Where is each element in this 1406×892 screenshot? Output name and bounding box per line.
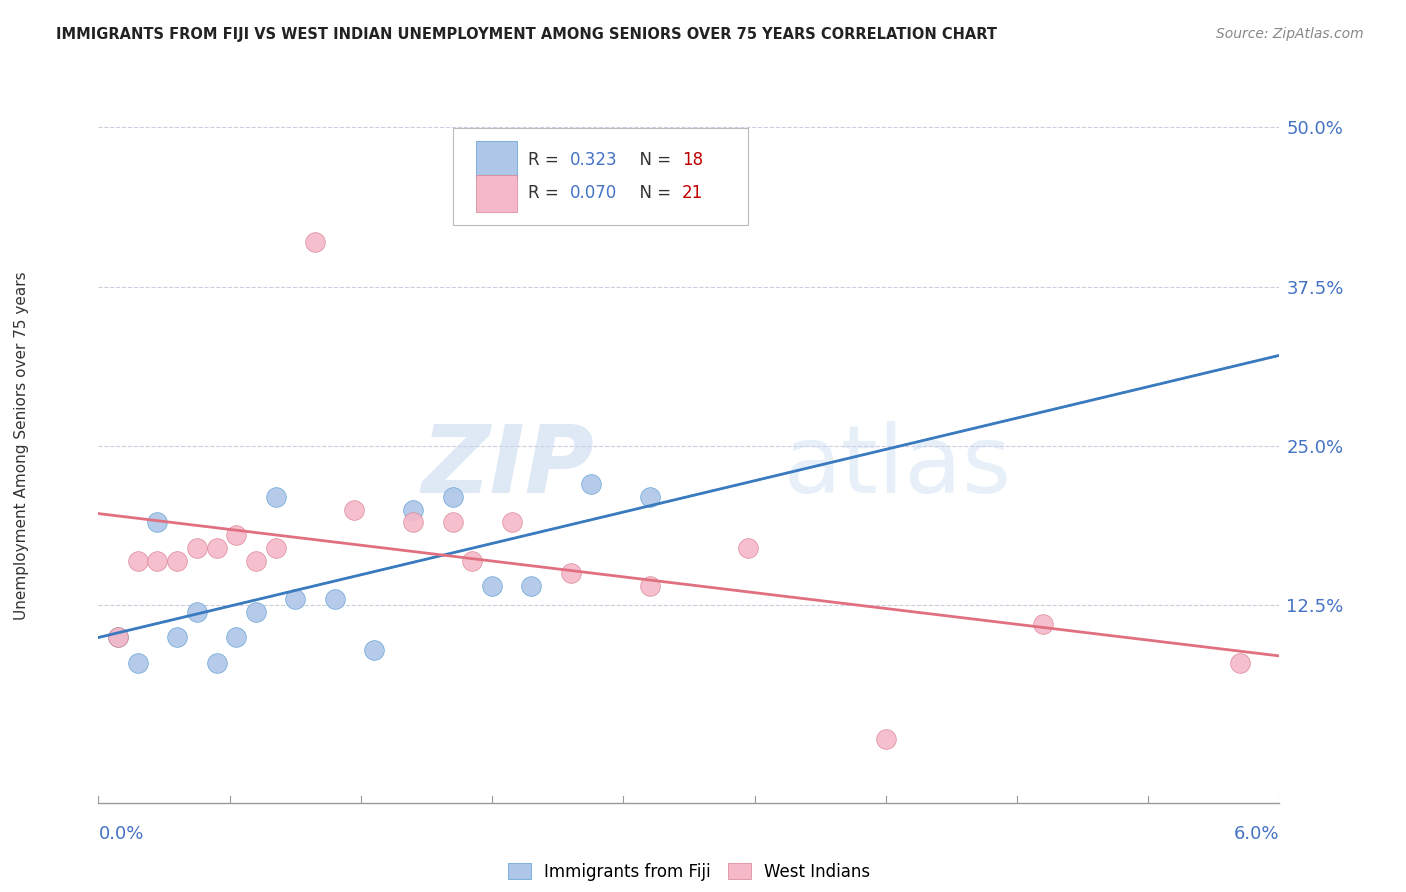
Text: 6.0%: 6.0% [1234, 825, 1279, 843]
Point [245, 605, 267, 619]
Point [284, 591, 307, 606]
Text: R =: R = [529, 185, 564, 202]
Point [638, 579, 661, 593]
Point [501, 516, 523, 530]
Point [520, 579, 543, 593]
Point [166, 554, 188, 568]
Point [441, 490, 464, 504]
Point [304, 235, 326, 249]
FancyBboxPatch shape [477, 141, 516, 178]
Point [1032, 617, 1054, 632]
Point [146, 554, 169, 568]
Point [225, 528, 247, 542]
Point [107, 630, 129, 644]
Point [225, 630, 247, 644]
Point [205, 656, 228, 670]
Point [205, 541, 228, 555]
Text: 0.323: 0.323 [569, 151, 617, 169]
Point [186, 541, 208, 555]
Point [343, 502, 366, 516]
Text: 18: 18 [682, 151, 703, 169]
Point [363, 643, 385, 657]
Point [264, 541, 287, 555]
Text: R =: R = [529, 151, 564, 169]
Point [127, 554, 149, 568]
Point [264, 490, 287, 504]
Point [461, 554, 484, 568]
Point [481, 579, 503, 593]
Text: N =: N = [628, 185, 676, 202]
Text: 21: 21 [682, 185, 703, 202]
Point [166, 630, 188, 644]
Text: ZIP: ZIP [422, 421, 595, 514]
Point [560, 566, 582, 581]
Text: Source: ZipAtlas.com: Source: ZipAtlas.com [1216, 27, 1364, 41]
Point [127, 656, 149, 670]
Point [579, 477, 602, 491]
Legend: Immigrants from Fiji, West Indians: Immigrants from Fiji, West Indians [501, 856, 877, 888]
Point [638, 490, 661, 504]
Text: IMMIGRANTS FROM FIJI VS WEST INDIAN UNEMPLOYMENT AMONG SENIORS OVER 75 YEARS COR: IMMIGRANTS FROM FIJI VS WEST INDIAN UNEM… [56, 27, 997, 42]
Point [186, 605, 208, 619]
Point [737, 541, 759, 555]
Text: 0.0%: 0.0% [98, 825, 143, 843]
Point [402, 516, 425, 530]
Point [146, 516, 169, 530]
Point [323, 591, 346, 606]
FancyBboxPatch shape [477, 175, 516, 212]
Text: Unemployment Among Seniors over 75 years: Unemployment Among Seniors over 75 years [14, 272, 28, 620]
Point [1229, 656, 1251, 670]
Point [402, 502, 425, 516]
Text: N =: N = [628, 151, 676, 169]
Point [875, 732, 897, 747]
Text: atlas: atlas [783, 421, 1012, 514]
Point [107, 630, 129, 644]
Point [245, 554, 267, 568]
Text: 0.070: 0.070 [569, 185, 617, 202]
Point [441, 516, 464, 530]
FancyBboxPatch shape [453, 128, 748, 225]
